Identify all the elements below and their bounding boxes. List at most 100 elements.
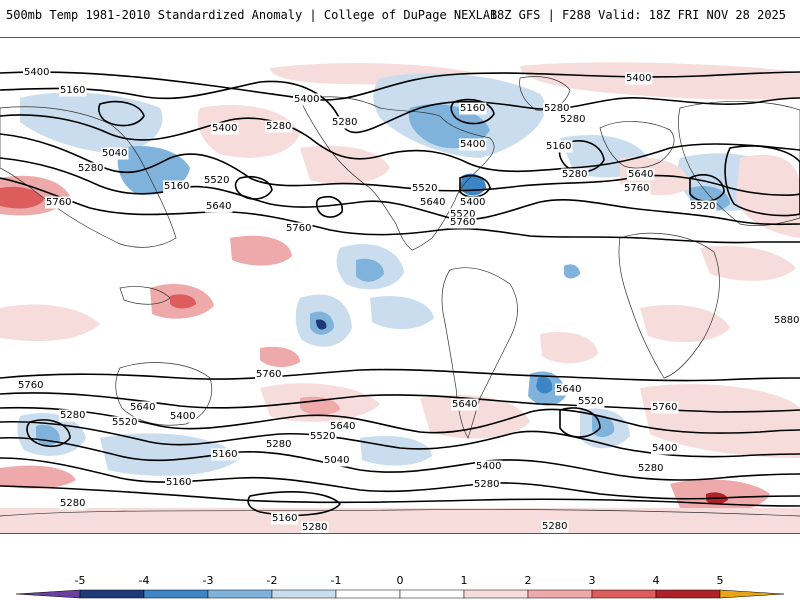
contour-line bbox=[0, 80, 800, 134]
colorbar-segments bbox=[15, 589, 785, 599]
contour-line bbox=[0, 71, 800, 101]
colorbar-tick-label: -1 bbox=[331, 574, 342, 587]
contour-label: 5400 bbox=[294, 94, 319, 105]
contour-label: 5760 bbox=[286, 223, 311, 234]
contour-label: 5520 bbox=[578, 396, 603, 407]
contour-label: 5160 bbox=[546, 141, 571, 152]
anomaly-cool-area bbox=[100, 433, 240, 476]
colorbar-segment bbox=[143, 589, 209, 599]
contour-label: 5640 bbox=[130, 402, 155, 413]
colorbar-segment bbox=[527, 589, 593, 599]
contour-label: 5640 bbox=[628, 169, 653, 180]
colorbar-segment bbox=[207, 589, 273, 599]
colorbar-segment bbox=[335, 589, 401, 599]
contour-label: 5400 bbox=[170, 411, 195, 422]
anomaly-warm-area bbox=[197, 105, 300, 158]
contour-label: 5400 bbox=[212, 123, 237, 134]
colorbar-extend-high bbox=[719, 589, 785, 599]
contour-label: 5280 bbox=[266, 121, 291, 132]
colorbar-labels: -5 -4 -3 -2 -1 0 1 2 3 4 5 bbox=[75, 574, 724, 587]
contour-label: 5160 bbox=[212, 449, 237, 460]
contour-label: 5280 bbox=[562, 169, 587, 180]
colorbar-tick-label: -2 bbox=[267, 574, 278, 587]
contour-line bbox=[315, 196, 343, 218]
contour-label: 5640 bbox=[330, 421, 355, 432]
contour-label: 5400 bbox=[460, 197, 485, 208]
contour-label: 5520 bbox=[310, 431, 335, 442]
colorbar-tick-label: 3 bbox=[589, 574, 596, 587]
contour-label: 5760 bbox=[256, 369, 281, 380]
colorbar-tick-label: 5 bbox=[717, 574, 724, 587]
anomaly-warm-area bbox=[260, 346, 300, 368]
contour-line bbox=[0, 485, 800, 507]
colorbar-tick-label: -3 bbox=[203, 574, 214, 587]
contour-label: 5280 bbox=[78, 163, 103, 174]
contour-label: 5640 bbox=[206, 201, 231, 212]
colorbar-segment bbox=[655, 589, 721, 599]
colorbar-tick-label: -4 bbox=[139, 574, 150, 587]
anomaly-warm-area bbox=[0, 465, 76, 489]
anomaly-warm-area bbox=[300, 145, 390, 184]
contour-label: 5160 bbox=[60, 85, 85, 96]
antarctica-coast bbox=[0, 509, 800, 517]
anomaly-warm-area bbox=[230, 235, 292, 266]
anomaly-shading bbox=[0, 62, 800, 533]
contour-labels: 5400 5160 5400 5280 5400 5160 5280 5160 … bbox=[17, 66, 800, 533]
contour-label: 5280 bbox=[560, 114, 585, 125]
map-frame[interactable]: 5400 5160 5400 5280 5400 5160 5280 5160 … bbox=[0, 37, 800, 534]
header-bar: 500mb Temp 1981-2010 Standardized Anomal… bbox=[0, 0, 800, 30]
contour-label: 5760 bbox=[652, 402, 677, 413]
anomaly-warm-area bbox=[0, 304, 100, 342]
anomaly-cool-area bbox=[360, 436, 432, 466]
colorbar-tick-label: 1 bbox=[461, 574, 468, 587]
contour-line bbox=[0, 420, 800, 458]
europe-coast bbox=[599, 121, 675, 169]
contour-line bbox=[0, 157, 800, 226]
north-america-coast bbox=[299, 96, 495, 251]
contour-label: 5160 bbox=[272, 513, 297, 524]
anomaly-warm-area bbox=[540, 332, 598, 364]
anomaly-cool-area bbox=[536, 376, 553, 394]
contour-label: 5520 bbox=[412, 183, 437, 194]
colorbar-segment bbox=[399, 589, 465, 599]
contour-label: 5280 bbox=[266, 439, 291, 450]
contour-label: 5280 bbox=[542, 521, 567, 532]
anomaly-map[interactable]: 5400 5160 5400 5280 5400 5160 5280 5160 … bbox=[0, 38, 800, 533]
anomaly-warm-area bbox=[420, 395, 530, 439]
contour-label: 5160 bbox=[460, 103, 485, 114]
anomaly-cool-area bbox=[370, 296, 434, 330]
colorbar-tick-label: 0 bbox=[397, 574, 404, 587]
contour-line bbox=[247, 491, 342, 517]
contour-line bbox=[0, 436, 800, 481]
colorbar-tick-label: -5 bbox=[75, 574, 86, 587]
colorbar-extend-low bbox=[15, 589, 81, 599]
contour-line bbox=[0, 368, 800, 382]
contour-line bbox=[26, 419, 71, 448]
colorbar-segment bbox=[79, 589, 145, 599]
contour-label: 5760 bbox=[450, 217, 475, 228]
contour-label: 5640 bbox=[452, 399, 477, 410]
height-contours bbox=[0, 71, 800, 517]
contour-label: 5280 bbox=[302, 522, 327, 533]
contour-label: 5280 bbox=[60, 410, 85, 421]
contour-label: 5640 bbox=[420, 197, 445, 208]
contour-label: 5280 bbox=[544, 103, 569, 114]
colorbar-segment bbox=[271, 589, 337, 599]
map-title: 500mb Temp 1981-2010 Standardized Anomal… bbox=[6, 8, 498, 22]
contour-line bbox=[0, 133, 800, 196]
australia-coast bbox=[115, 362, 212, 426]
anomaly-cool-area bbox=[316, 319, 327, 330]
colorbar-segment bbox=[591, 589, 657, 599]
contour-line bbox=[459, 174, 491, 198]
colorbar-tick-label: 2 bbox=[525, 574, 532, 587]
anomaly-colorbar: -5 -4 -3 -2 -1 0 1 2 3 4 5 bbox=[15, 574, 785, 599]
anomaly-cool-area bbox=[408, 104, 490, 149]
anomaly-warm-area bbox=[170, 294, 196, 309]
coastlines bbox=[0, 76, 800, 517]
contour-label: 5280 bbox=[332, 117, 357, 128]
anomaly-warm-area bbox=[0, 508, 800, 533]
anomaly-warm-area bbox=[700, 246, 796, 281]
contour-label: 5520 bbox=[690, 201, 715, 212]
contour-line bbox=[0, 177, 800, 244]
contour-label: 5760 bbox=[18, 380, 43, 391]
